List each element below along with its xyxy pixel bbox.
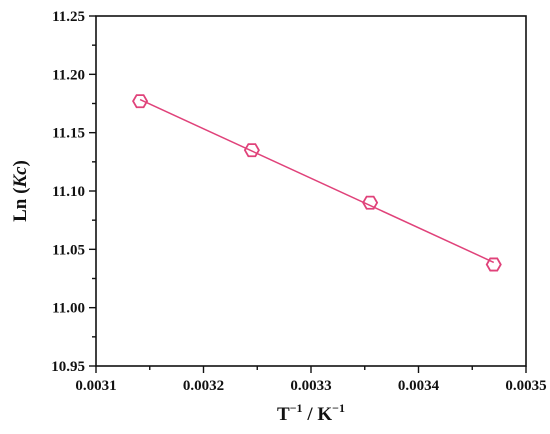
data-point xyxy=(243,143,260,158)
x-tick-label: 0.0034 xyxy=(398,378,440,394)
plot-frame xyxy=(95,15,527,367)
data-point xyxy=(485,257,502,272)
data-point xyxy=(132,94,149,109)
y-tick-label: 10.95 xyxy=(51,359,85,375)
y-tick-label: 11.05 xyxy=(52,242,85,258)
x-axis-title: T−1 / K−1 xyxy=(277,401,345,425)
plot-area xyxy=(132,94,502,272)
x-tick-label: 0.0033 xyxy=(290,378,331,394)
y-tick-label: 11.25 xyxy=(52,9,85,25)
y-axis-title: Ln (Kc) xyxy=(10,160,31,222)
y-tick-label: 11.10 xyxy=(52,184,85,200)
y-tick-label: 11.00 xyxy=(52,301,85,317)
axes: 0.0031 0.0032 0.0033 0.0034 0.0035 10.95 11.00… xyxy=(51,9,546,394)
x-tick-label: 0.0031 xyxy=(75,378,116,394)
y-tick-label: 11.15 xyxy=(52,126,85,142)
y-tick-label: 11.20 xyxy=(52,67,85,83)
x-tick-label: 0.0035 xyxy=(505,378,546,394)
data-point xyxy=(362,195,379,210)
fit-line xyxy=(139,98,495,264)
x-tick-label: 0.0032 xyxy=(183,378,224,394)
